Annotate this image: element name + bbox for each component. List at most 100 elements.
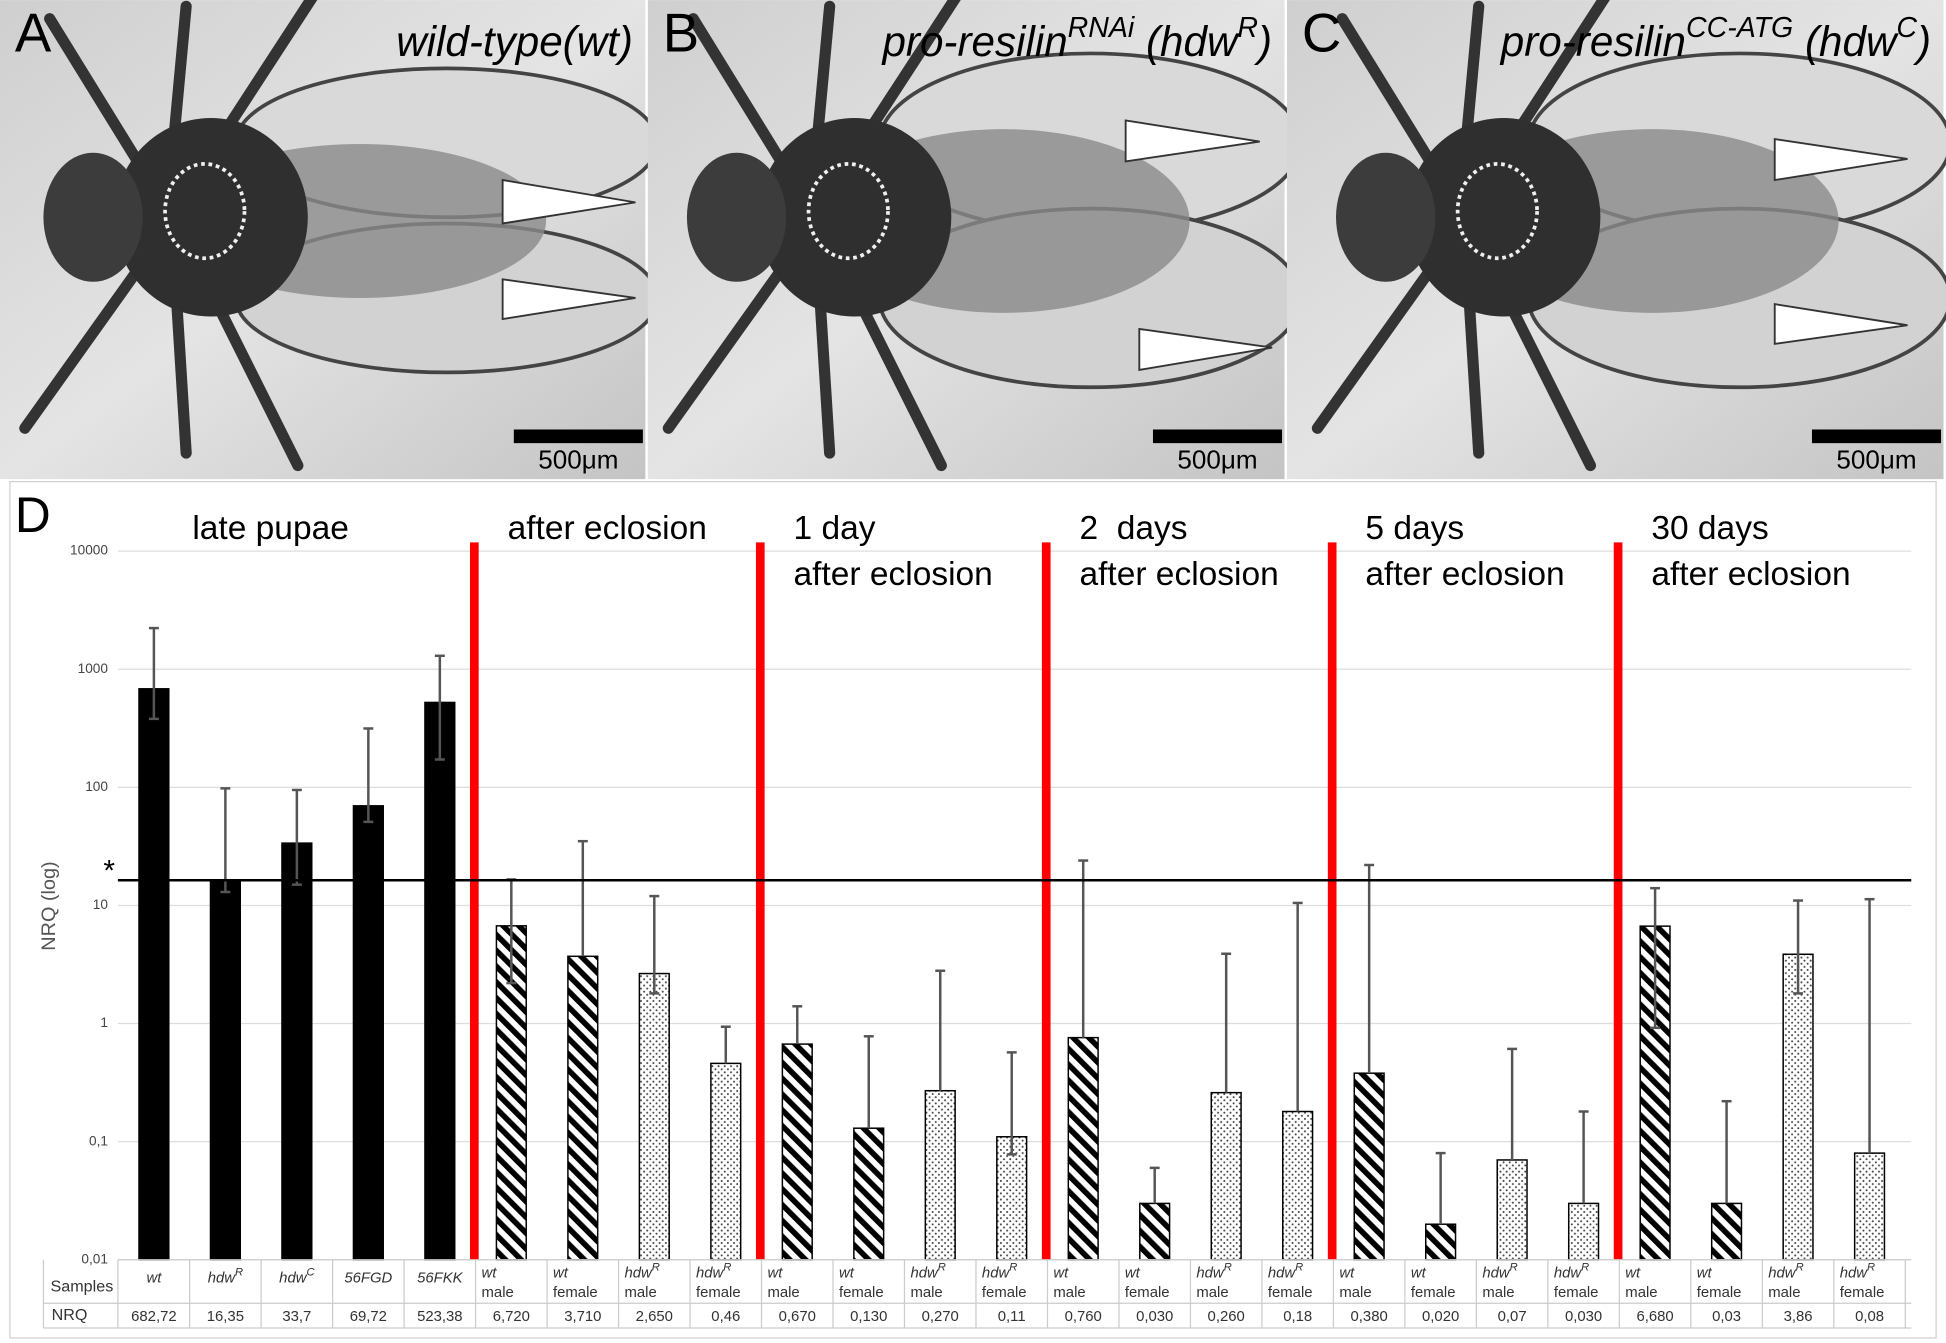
panel-letter: D [15,487,51,543]
sample-superscript: R [1295,1261,1303,1273]
sample-label: hdwR [1268,1261,1303,1281]
bar [1139,1202,1171,1261]
arrowhead [1138,327,1273,372]
panel-letter: A [15,3,52,64]
sample-sex: male [482,1285,514,1301]
sample-label: 56FKK [417,1270,464,1286]
nrq-value: 0,07 [1498,1309,1527,1325]
fly-leg [19,245,157,434]
sample-name: wt [1411,1265,1427,1281]
sample-name: wt [1053,1265,1069,1281]
sample-sex: male [767,1285,799,1301]
arrowhead [501,178,636,225]
nrq-value: 0,11 [998,1309,1026,1325]
sample-superscript: C [306,1266,315,1278]
fly-leg [662,245,801,434]
sample-label: 56FGD [344,1270,392,1286]
sample-name: hdw [696,1265,725,1281]
title-part: wild-type(wt) [396,18,633,65]
sample-label: wt [1625,1265,1641,1281]
group-label: 5 days [1365,510,1464,547]
fly-leg [1311,245,1450,434]
sample-sex: female [553,1285,598,1301]
sample-superscript: R [1581,1261,1589,1273]
group-label: after eclosion [1651,556,1850,593]
sample-name: hdw [982,1265,1011,1281]
scale-bar [1152,429,1283,444]
nrq-value: 0,020 [1422,1309,1459,1325]
sample-sex: female [1554,1285,1599,1301]
sample-label: wt [1411,1265,1427,1281]
group-label: 30 days [1651,510,1768,547]
sample-name: hdw [1768,1265,1797,1281]
sample-label: wt [482,1265,498,1281]
sample-sex: female [1411,1285,1456,1301]
title-superscript: RNAi [1068,11,1135,43]
bar [424,701,456,1261]
sample-name: wt [767,1265,783,1281]
title-part: (hdw [1793,18,1899,65]
nrq-value: 0,270 [922,1309,959,1325]
sample-label: hdwR [625,1261,660,1281]
sample-name: wt [1697,1265,1713,1281]
title-part: (hdw [1134,18,1240,65]
scale-bar [1811,429,1942,444]
sample-name: 56FGD [344,1270,392,1286]
nrq-value: 16,35 [207,1309,244,1325]
y-axis-label: NRQ (log) [38,861,60,950]
group-label: after eclosion [1079,556,1278,593]
sample-sex: male [1625,1285,1657,1301]
fly-thorax [1406,117,1601,317]
nrq-value: 2,650 [636,1309,673,1325]
scale-bar-label: 500μm [538,445,618,475]
sample-label: hdwR [1196,1261,1231,1281]
nrq-value: 3,710 [564,1309,601,1325]
fly-leg [1336,13,1450,190]
bar [1282,1110,1314,1261]
sample-superscript: R [1224,1261,1232,1273]
nrq-value: 0,03 [1712,1309,1741,1325]
sample-sex: female [696,1285,741,1301]
title-part: ) [1253,18,1272,65]
sample-label: hdwR [1482,1261,1517,1281]
title-part: ) [1912,18,1931,65]
sample-superscript: R [1867,1261,1875,1273]
bar [1496,1159,1528,1261]
bar [567,955,599,1261]
bar [853,1127,885,1261]
sample-sex: male [625,1285,657,1301]
y-tick-label: 1000 [78,661,109,676]
sample-sex: female [1840,1285,1885,1301]
sample-sex: male [910,1285,942,1301]
sample-label: hdwR [1840,1261,1875,1281]
scale-bar [513,429,643,444]
fly-head [686,152,787,282]
sample-sex: female [839,1285,884,1301]
sample-label: hdwR [1768,1261,1803,1281]
y-tick-label: 1 [100,1015,108,1030]
sample-name: wt [146,1270,162,1286]
sample-label: hdwR [208,1266,243,1286]
scale-bar-label: 500μm [1836,445,1916,475]
nrq-value: 0,130 [850,1309,887,1325]
sample-label: wt [1053,1265,1069,1281]
bar [1210,1091,1242,1261]
nrq-value: 0,08 [1855,1309,1884,1325]
group-label: late pupae [192,510,348,547]
threshold-label: * [103,855,115,888]
fly-thorax [114,117,308,317]
group-label: after eclosion [1365,556,1564,593]
nrq-value: 0,030 [1136,1309,1173,1325]
sample-sex: male [1196,1285,1228,1301]
sample-name: wt [1625,1265,1641,1281]
panel-title: wild-type(wt) [396,18,633,65]
panel-letter: C [1302,3,1341,64]
sample-label: hdwR [982,1261,1017,1281]
sample-name: hdw [910,1265,939,1281]
bar [1067,1036,1099,1261]
y-tick-label: 0,1 [89,1133,108,1148]
fly-scutellum-mark [163,162,247,261]
scale-bar-label: 500μm [1177,445,1257,475]
